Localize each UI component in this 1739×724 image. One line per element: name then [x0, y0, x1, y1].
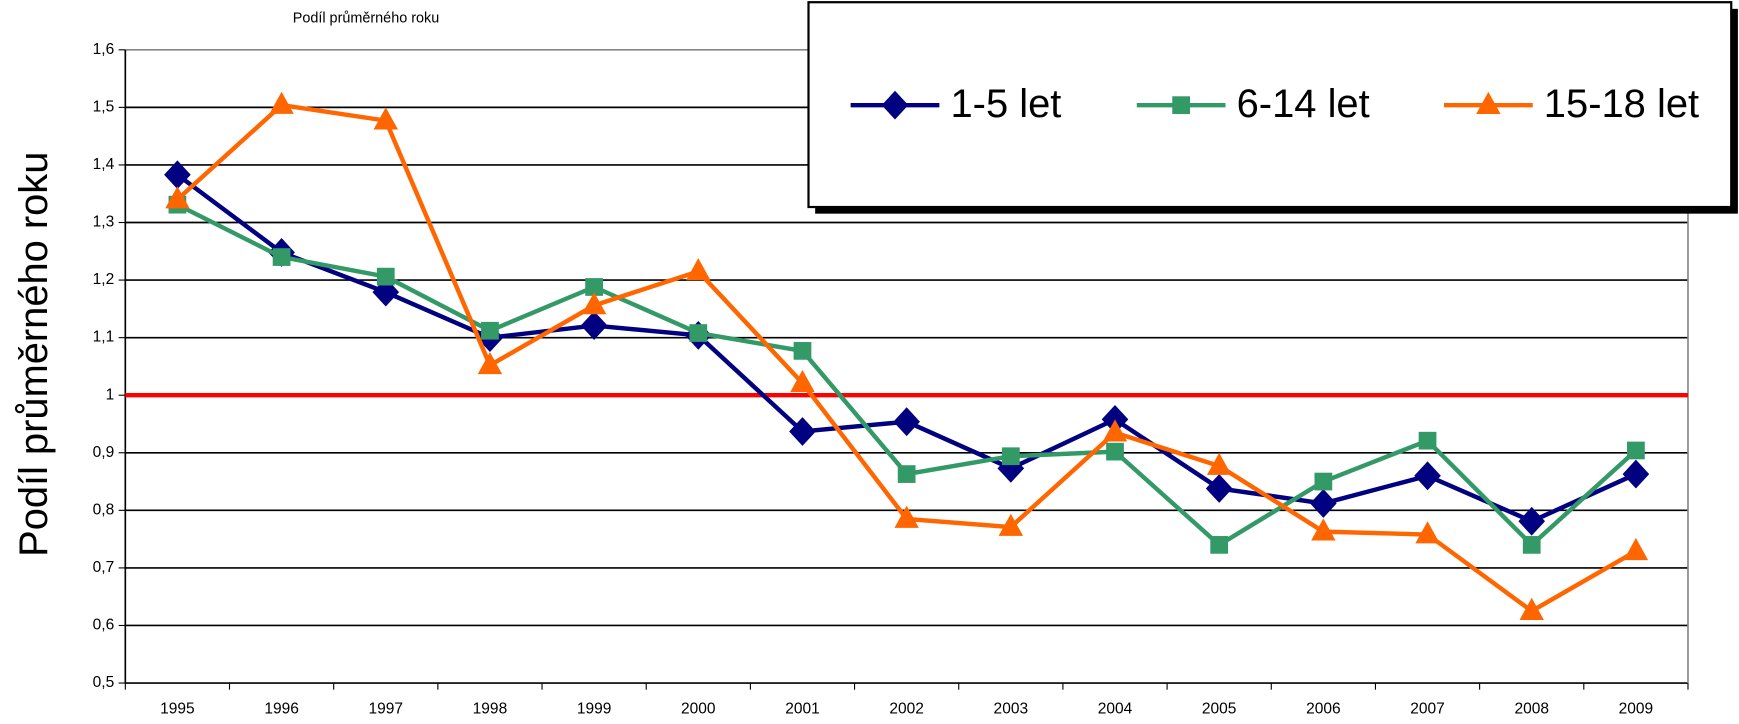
- legend-box: [807, 1, 1733, 209]
- y-tick-label: 1,2: [93, 271, 115, 288]
- x-tick-label: 2000: [681, 701, 716, 718]
- marker: [790, 369, 815, 392]
- marker: [789, 417, 816, 446]
- marker: [1001, 447, 1020, 466]
- x-tick-label: 2007: [1410, 701, 1445, 718]
- legend-label: 6-14 let: [1237, 82, 1370, 126]
- marker: [1622, 459, 1650, 489]
- marker: [481, 321, 499, 340]
- marker: [1172, 96, 1191, 115]
- marker: [897, 465, 916, 483]
- x-tick-label: 2006: [1306, 701, 1341, 718]
- y-tick-label: 0,6: [93, 617, 115, 634]
- marker: [881, 90, 909, 120]
- marker: [585, 278, 603, 296]
- x-tick-label: 2009: [1619, 701, 1654, 718]
- x-tick-label: 1997: [369, 701, 404, 718]
- x-tick-label: 2008: [1514, 701, 1549, 718]
- marker: [689, 324, 708, 342]
- marker: [477, 351, 503, 375]
- series: [168, 195, 1645, 554]
- marker: [580, 311, 608, 340]
- x-tick-label: 1996: [264, 701, 299, 718]
- marker: [1623, 537, 1649, 561]
- marker: [1476, 91, 1501, 115]
- chart-title: Podíl průměrného roku: [293, 11, 440, 27]
- series-line: [176, 202, 1638, 548]
- marker: [1205, 474, 1233, 503]
- y-tick-label: 1,1: [93, 329, 115, 346]
- marker: [1314, 472, 1333, 491]
- legend: 1-5 let 6-14 let 15-18 let: [807, 1, 1738, 214]
- marker: [1522, 536, 1541, 554]
- marker: [164, 160, 191, 190]
- x-tick-label: 2005: [1202, 701, 1237, 718]
- y-tick-label: 1,5: [93, 98, 115, 115]
- marker: [893, 407, 920, 437]
- marker: [1106, 442, 1124, 461]
- x-tick-label: 2002: [889, 701, 924, 718]
- x-tick-label: 2004: [1098, 701, 1133, 718]
- marker: [1519, 597, 1544, 620]
- marker: [1418, 431, 1437, 450]
- marker: [1415, 521, 1440, 544]
- y-tick-label: 1,4: [93, 156, 115, 173]
- legend-label: 15-18 let: [1544, 82, 1699, 126]
- marker: [1310, 489, 1337, 518]
- marker: [373, 107, 398, 130]
- legend-label: 1-5 let: [950, 82, 1061, 126]
- marker: [1206, 452, 1232, 475]
- marker: [998, 513, 1024, 536]
- y-tick-label: 0,5: [93, 674, 115, 691]
- marker: [1311, 518, 1336, 541]
- y-tick-label: 0,9: [93, 444, 115, 461]
- marker: [581, 292, 607, 315]
- x-tick-label: 2003: [994, 701, 1029, 718]
- x-tick-label: 2001: [785, 701, 820, 718]
- marker: [894, 505, 919, 528]
- y-tick-label: 0,8: [93, 501, 115, 518]
- marker: [269, 91, 294, 114]
- marker: [1627, 441, 1645, 460]
- marker: [272, 248, 291, 266]
- y-tick-label: 0,7: [93, 559, 115, 576]
- y-axis-label: Podíl průměrného roku: [12, 152, 56, 557]
- marker: [1102, 419, 1128, 442]
- marker: [793, 342, 812, 360]
- x-tick-label: 1998: [473, 701, 508, 718]
- series: [165, 91, 1649, 620]
- marker: [686, 258, 711, 281]
- marker: [376, 267, 395, 286]
- y-tick-label: 1: [106, 386, 115, 403]
- marker: [1414, 461, 1441, 491]
- marker: [1210, 536, 1229, 554]
- y-tick-label: 1,3: [93, 214, 115, 231]
- y-tick-label: 1,6: [93, 41, 115, 58]
- x-tick-label: 1999: [577, 701, 612, 718]
- x-tick-label: 1995: [160, 701, 195, 718]
- marker: [165, 186, 190, 209]
- marker: [1518, 506, 1546, 536]
